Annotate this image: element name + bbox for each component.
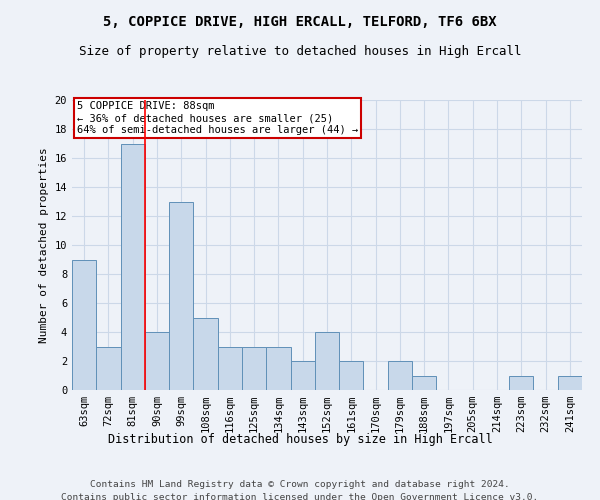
Bar [145, 332, 169, 390]
Bar [121, 144, 145, 390]
Text: Distribution of detached houses by size in High Ercall: Distribution of detached houses by size … [107, 432, 493, 446]
Bar [339, 361, 364, 390]
Text: 5 COPPICE DRIVE: 88sqm
← 36% of detached houses are smaller (25)
64% of semi-det: 5 COPPICE DRIVE: 88sqm ← 36% of detached… [77, 102, 358, 134]
Text: Size of property relative to detached houses in High Ercall: Size of property relative to detached ho… [79, 45, 521, 58]
Bar [266, 346, 290, 390]
Bar [412, 376, 436, 390]
Bar [96, 346, 121, 390]
Bar [315, 332, 339, 390]
Text: Contains HM Land Registry data © Crown copyright and database right 2024.
Contai: Contains HM Land Registry data © Crown c… [61, 480, 539, 500]
Bar [290, 361, 315, 390]
Bar [509, 376, 533, 390]
Bar [169, 202, 193, 390]
Bar [388, 361, 412, 390]
Bar [558, 376, 582, 390]
Y-axis label: Number of detached properties: Number of detached properties [39, 147, 49, 343]
Bar [242, 346, 266, 390]
Bar [193, 318, 218, 390]
Text: 5, COPPICE DRIVE, HIGH ERCALL, TELFORD, TF6 6BX: 5, COPPICE DRIVE, HIGH ERCALL, TELFORD, … [103, 15, 497, 29]
Bar [218, 346, 242, 390]
Bar [72, 260, 96, 390]
